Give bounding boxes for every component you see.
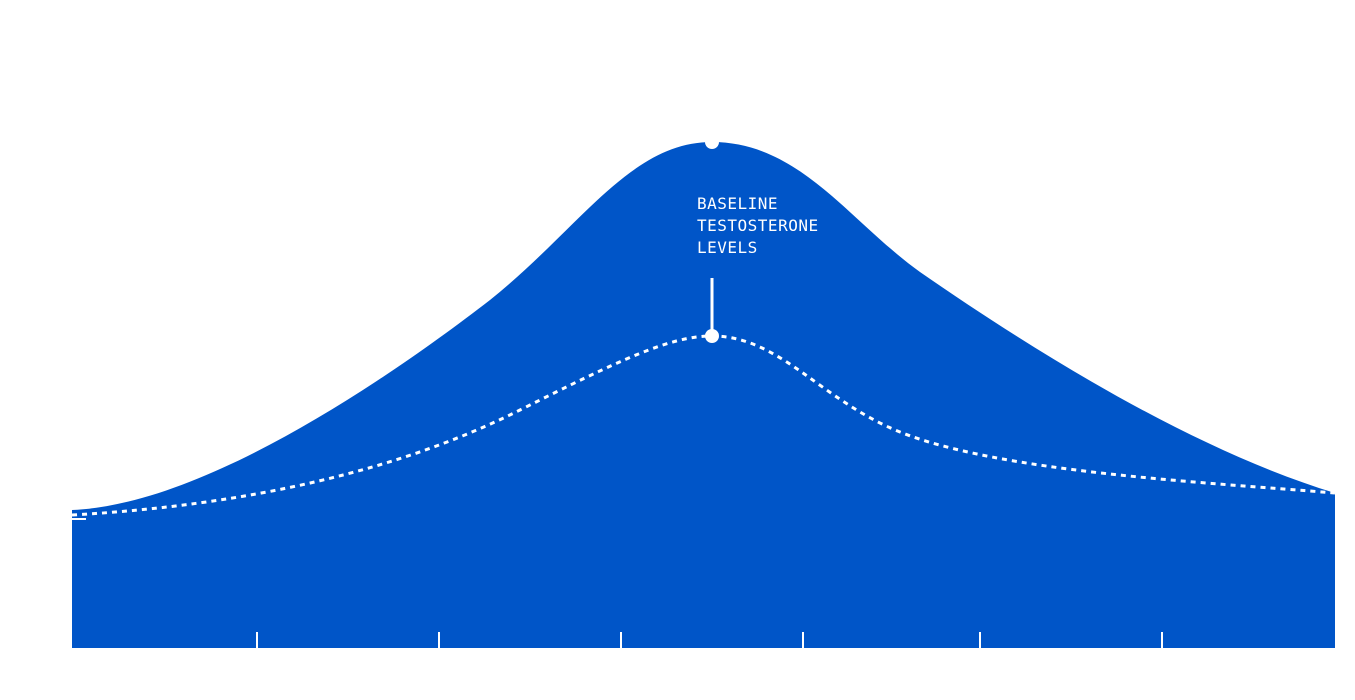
peak-dot [705,135,719,149]
bottom-ticks [256,632,1163,648]
annotation-line: BASELINE [697,194,778,213]
annotation-line: LEVELS [697,238,758,257]
baseline-dot [705,329,719,343]
filled-curve [72,142,1335,648]
annotation-line: TESTOSTERONE [697,216,819,235]
